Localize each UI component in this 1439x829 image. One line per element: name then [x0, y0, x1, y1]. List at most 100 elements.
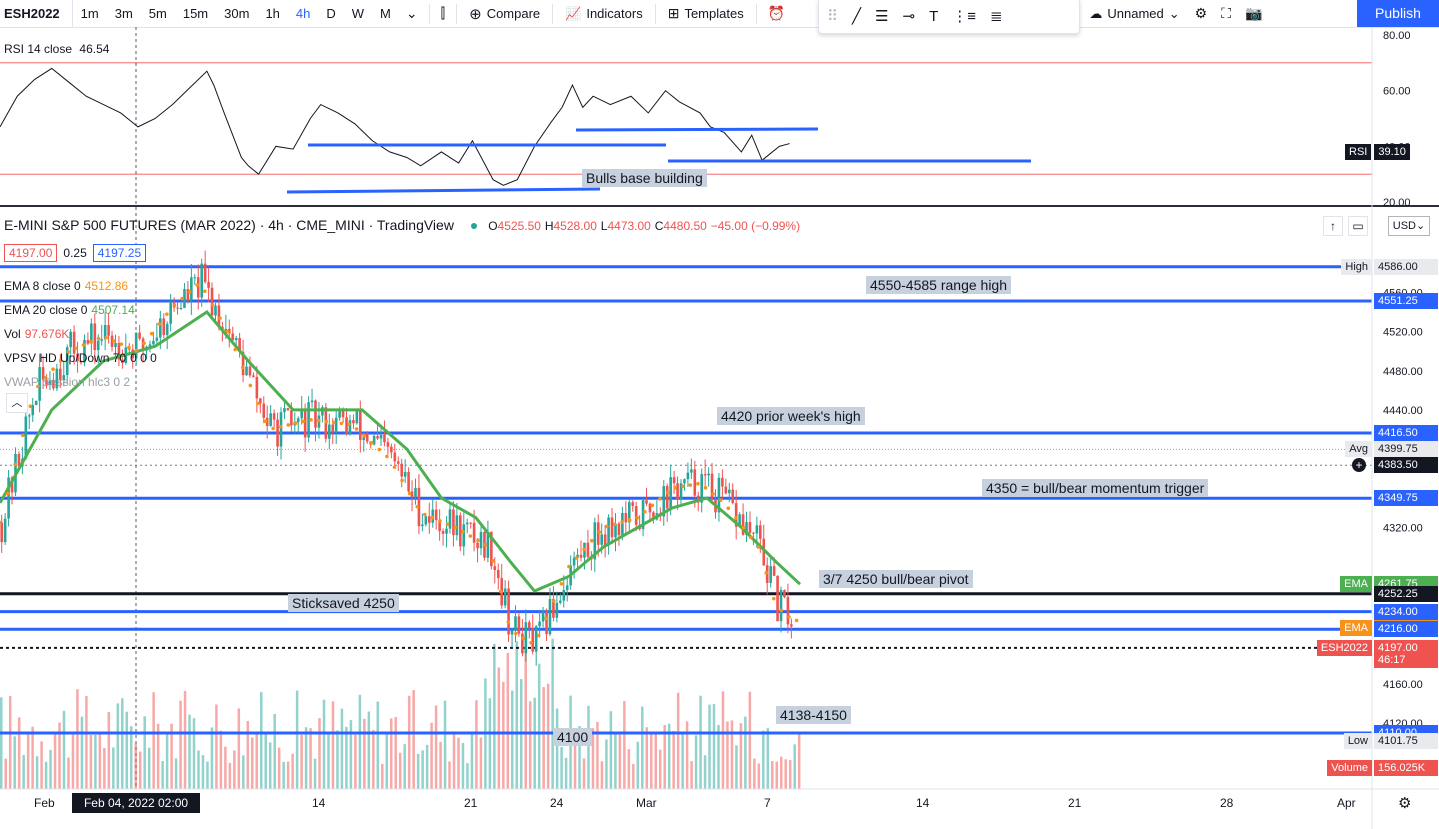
currency-select[interactable]: USD⌄ [1388, 216, 1430, 236]
volume-bar [219, 730, 223, 789]
fib-icon[interactable]: ≣ [990, 8, 1003, 25]
rsi-annotation[interactable]: Bulls base building [582, 169, 707, 187]
chart-annotation[interactable]: 4550-4585 range high [866, 276, 1012, 294]
volume-bar [744, 716, 747, 789]
symbol-search[interactable]: ESH2022 [0, 0, 73, 27]
camera-icon[interactable]: 📷 [1245, 5, 1263, 21]
templates-button[interactable]: ⊞ Templates [660, 0, 752, 27]
interval-W[interactable]: W [351, 6, 365, 21]
candle-body [672, 477, 676, 484]
ema8-dot [240, 365, 245, 370]
layout-button[interactable]: ☁ Unnamed ⌄ [1081, 0, 1187, 27]
ema8-dot [514, 631, 518, 636]
ema8-dot [438, 519, 442, 523]
candle-body [693, 469, 697, 496]
candle-body [52, 380, 55, 389]
interval-M[interactable]: M [380, 6, 391, 21]
volume-bar [443, 700, 447, 789]
indicator-legend-row[interactable]: EMA 20 close 0 4507.14 [4, 298, 157, 322]
interval-3m[interactable]: 3m [114, 6, 133, 21]
volume-bar [49, 749, 52, 789]
candle-body [310, 400, 314, 403]
ema8-dot [142, 341, 146, 346]
volume-bar [260, 692, 263, 789]
bid-price[interactable]: 4197.00 [4, 244, 58, 262]
interval-chevron-icon[interactable]: ⌄ [405, 5, 418, 21]
ohlc-high-label: H [544, 219, 554, 233]
interval-15m[interactable]: 15m [182, 6, 209, 21]
horizontal-ray-icon[interactable]: ⊸ [902, 8, 916, 25]
ema8-dot [794, 618, 799, 623]
interval-1m[interactable]: 1m [80, 6, 99, 21]
chart-annotation[interactable]: 4420 prior week's high [717, 407, 865, 425]
volume-bar [206, 761, 209, 789]
candle-body [541, 610, 545, 622]
indicator-legend-row[interactable]: VWAP Session hlc3 0 2 [4, 370, 157, 394]
crosshair-plus-icon[interactable]: + [1352, 458, 1366, 472]
interval-30m[interactable]: 30m [224, 6, 250, 21]
gear-icon[interactable]: ⚙ [1194, 5, 1208, 21]
indicator-legend-row[interactable]: Vol 97.676K [4, 322, 157, 346]
alert-icon[interactable]: ⏰ [767, 5, 786, 21]
ema8-dot [483, 542, 488, 547]
chart-annotation[interactable]: Sticksaved 4250 [288, 594, 399, 612]
ema8-dot [764, 571, 769, 575]
chart-annotation[interactable]: 3/7 4250 bull/bear pivot [819, 570, 973, 588]
candle-body [669, 477, 672, 509]
candle-body [341, 410, 345, 418]
interval-1h[interactable]: 1h [265, 6, 280, 21]
ema8-dot [89, 339, 93, 344]
ema8-dot [756, 545, 761, 549]
horizontal-lines-icon[interactable]: ☰ [875, 8, 889, 25]
text-icon[interactable]: T [929, 7, 939, 25]
collapse-legend-button[interactable]: ︿ [6, 393, 28, 413]
fullscreen-icon[interactable]: ⛶ [1221, 5, 1232, 21]
pane-maximize-button[interactable]: ▭ [1348, 216, 1368, 236]
indicators-button[interactable]: 📈 Indicators [557, 0, 651, 27]
indicator-legend-row[interactable]: VPSV HD Up/Down 70 0 0 0 [4, 346, 157, 370]
ema8-dot [567, 564, 571, 569]
chart-annotation[interactable]: 4350 = bull/bear momentum trigger [982, 479, 1209, 497]
publish-button[interactable]: Publish [1357, 0, 1439, 27]
ask-price[interactable]: 4197.25 [92, 244, 147, 262]
volume-bar [31, 726, 34, 789]
candle-body [107, 324, 110, 336]
interval-D[interactable]: D [326, 6, 336, 21]
candle-body [731, 489, 735, 504]
chart-annotation[interactable]: 4138-4150 [776, 706, 851, 724]
candle-body [262, 403, 266, 418]
chart-canvas[interactable]: 80.0060.0040.0020.004560.004520.004480.0… [0, 27, 1439, 829]
volume-bar [533, 697, 536, 789]
candle-body [48, 380, 52, 385]
ema8-dot [734, 516, 738, 520]
chart-annotation[interactable]: 4100 [553, 728, 593, 746]
status-dot-icon: ● [469, 217, 479, 233]
volume-bar [143, 716, 146, 789]
ema8-dot [589, 538, 594, 543]
ema8-dot [271, 426, 275, 431]
time-axis-label: Feb [34, 796, 55, 810]
interval-4h[interactable]: 4h [295, 6, 311, 21]
volume-bar [493, 643, 496, 789]
ema8-dot [468, 534, 473, 538]
interval-5m[interactable]: 5m [148, 6, 167, 21]
drag-handle-icon[interactable]: ⠿ [827, 8, 838, 25]
candle-body [386, 442, 390, 447]
candle-body [200, 263, 203, 298]
parallel-channel-icon[interactable]: ⋮≡ [952, 8, 976, 25]
candle-body [379, 434, 383, 439]
trend-line-icon[interactable]: ╱ [852, 8, 862, 25]
candle-body [496, 570, 500, 579]
volume-bar [363, 718, 366, 789]
volume-bar [793, 744, 796, 789]
pane-up-button[interactable]: ↑ [1323, 216, 1343, 236]
candle-body [217, 305, 221, 327]
indicator-legend-row[interactable]: EMA 8 close 0 4512.86 [4, 274, 157, 298]
candles-icon[interactable]: ⫿ [440, 5, 446, 21]
compare-button[interactable]: ⊕ Compare [461, 0, 548, 27]
candle-body [486, 531, 490, 558]
price-tick-label: 4160.00 [1383, 679, 1423, 691]
axis-settings-button[interactable]: ⚙ [1398, 794, 1411, 812]
layout-name: Unnamed [1107, 6, 1164, 21]
volume-bar [721, 691, 725, 789]
